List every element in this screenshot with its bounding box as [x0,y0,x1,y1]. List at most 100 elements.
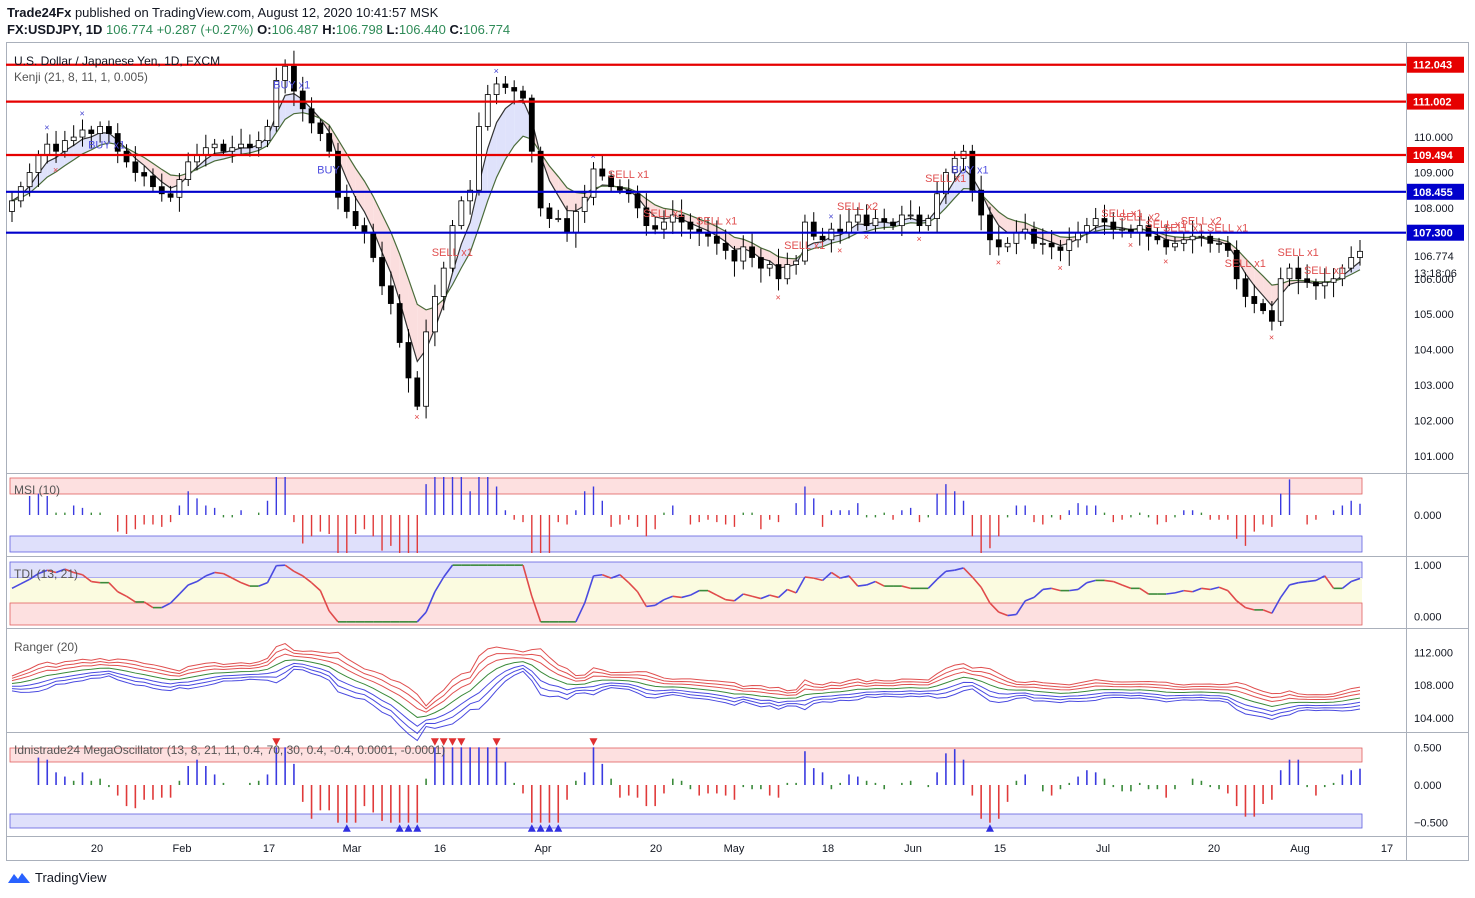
candle-up [828,228,835,241]
tdi-line-segment [848,575,859,587]
candle-up [1357,250,1363,258]
sell-signal-mark: × [53,165,58,175]
candle-up [176,179,183,198]
sell-signal-mark: × [1057,263,1062,273]
candle-up [79,129,86,138]
tdi-line-segment [593,573,603,577]
tdi-line-segment [328,610,339,623]
candle-up [590,168,597,198]
tdi-line-segment [1033,588,1044,599]
sell-signal-label: SELL x1 [1207,222,1248,234]
sell-signal-label: SELL x1 [925,173,966,185]
candle-down [643,207,650,227]
sell-signal-label: SELL x1 [608,169,649,181]
candle-up [449,225,456,269]
candle-up [1277,278,1284,322]
tdi-line-segment [610,573,621,579]
tradingview-brand[interactable]: TradingView [7,870,107,885]
price-axis-label: 105.000 [1414,309,1454,321]
ma-cloud-segment [205,153,215,166]
candle-down [617,186,623,191]
candle-down [599,168,606,177]
mega-buy-triangle [404,824,413,832]
candle-up [1039,242,1046,245]
tdi-pane-title: TDI (13, 21) [14,567,78,581]
tdi-lower-band [9,602,1363,626]
candle-up [1013,232,1020,244]
tradingview-brand-label: TradingView [35,870,107,885]
tdi-line-segment [998,611,1008,617]
price-axis-label: 101.000 [1414,451,1454,463]
ma-cloud-segment [1007,218,1017,233]
sell-signal-label: SELL x1 [1145,219,1186,231]
candle-down [881,218,888,223]
candle-down [88,129,95,134]
mega-buy-triangle [527,824,536,832]
time-axis-label: 20 [91,843,103,855]
ma-cloud-segment [38,161,48,186]
candle-down [1163,239,1170,248]
candle-up [211,143,218,149]
tdi-line-segment [1201,587,1211,591]
candle-down [1110,221,1117,230]
buy-signal-label: BUY x1 [273,79,310,91]
tdi-line-segment [178,584,189,595]
price-axis-label: 106.000 [1414,274,1454,286]
candle-up [282,65,289,81]
tdi-line-segment [1077,582,1088,591]
candle-up [432,296,438,333]
candle-down [405,342,412,379]
mega-sell-triangle [448,738,457,746]
last-price-axis-label: 106.774 [1414,251,1454,263]
candle-up [467,189,474,202]
mega-sell-triangle [492,738,501,746]
ma-cloud-segment [1351,261,1360,275]
time-axis-label: 20 [650,843,662,855]
candle-down [246,143,253,149]
candle-up [1119,228,1126,231]
tdi-line-segment [954,567,964,571]
candle-up [1004,242,1011,248]
candle-up [784,264,791,280]
tdi-line-segment [311,582,321,592]
main-pane-title: U.S. Dollar / Japanese Yen, 1D, FXCM [14,54,220,68]
tdi-line-segment [1166,592,1176,595]
buy-signal-label: BUY [317,164,340,176]
candle-down [123,150,130,163]
sell-signal-label: SELL x1 [643,208,684,220]
candle-up [61,140,68,152]
ma-cloud-segment [478,148,488,228]
tdi-line-segment [663,595,674,601]
publisher-name[interactable]: Trade24Fx [7,5,72,20]
candle-up [264,126,271,142]
ranger-band-line [11,668,1361,742]
candle-down [713,235,720,244]
candle-up [846,221,852,234]
ma-cloud-segment [461,222,471,268]
ma-cloud-segment [646,198,656,217]
tdi-line-segment [205,571,215,577]
symbol-ohlc: FX:USDJPY, 1D 106.774 +0.287 (+0.27%) O:… [7,22,510,37]
sell-signal-mark: × [776,292,781,302]
tdi-line-segment [927,578,938,589]
ma-cloud-segment [848,223,858,238]
candle-up [238,143,244,149]
candle-down [317,122,324,134]
candle-down [396,303,403,343]
open-label: O: [257,22,272,37]
tdi-line-segment [55,568,66,574]
tdi-line-segment [690,589,700,596]
sell-signal-label: SELL x1 [1225,258,1266,270]
time-axis-label: Apr [534,843,551,855]
candle-down [1057,246,1064,251]
mega-axis-label: 0.000 [1414,780,1442,792]
tdi-line-segment [117,591,127,597]
ma-cloud-segment [82,136,92,154]
msi-upper-band [9,477,1363,495]
candle-down [757,257,764,269]
msi-pane-title: MSI (10) [14,483,60,497]
level-price-tag [1407,93,1464,110]
price-axis-label: 109.000 [1414,168,1454,180]
time-axis-label: 17 [1381,843,1393,855]
